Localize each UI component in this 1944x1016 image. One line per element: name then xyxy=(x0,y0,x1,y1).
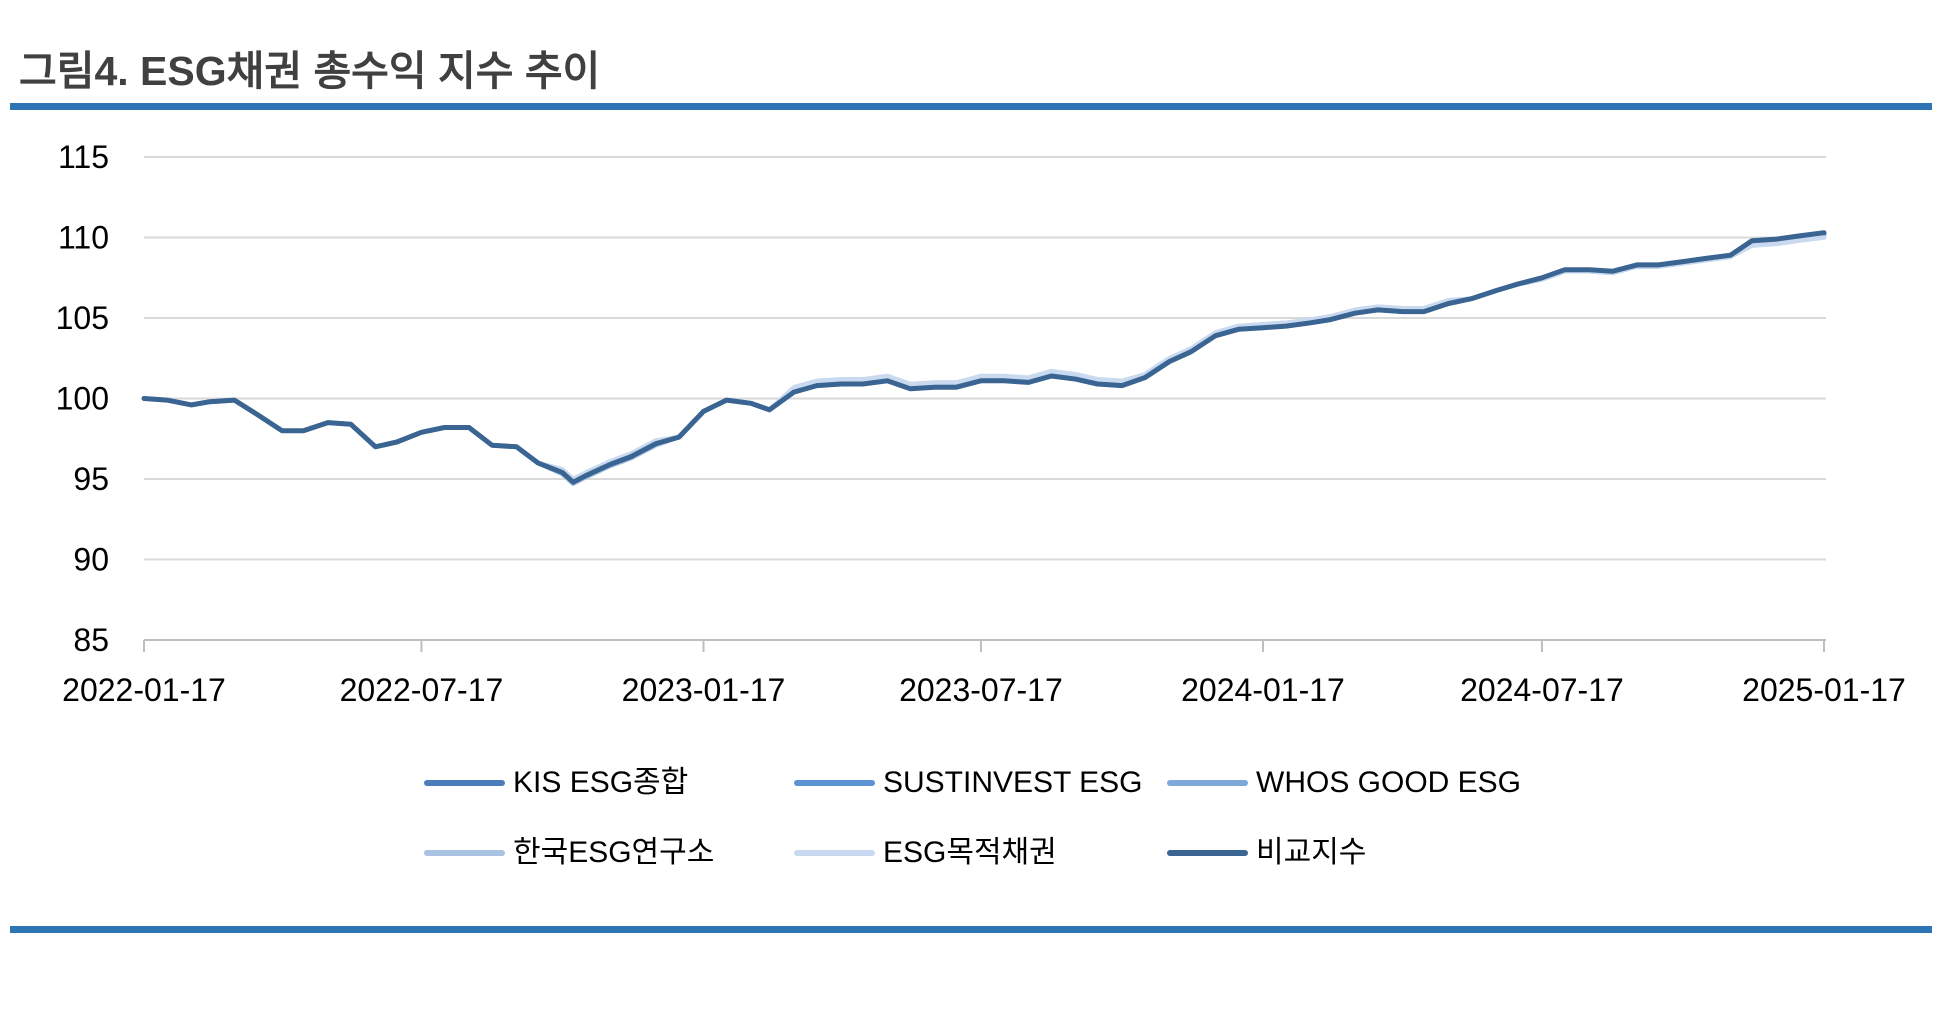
y-tick-label: 95 xyxy=(73,461,109,497)
x-tick-label: 2022-01-17 xyxy=(62,672,226,708)
legend-item-sustinvest-esg: SUSTINVEST ESG xyxy=(794,763,1143,803)
x-tick-label: 2024-07-17 xyxy=(1460,672,1624,708)
x-tick-label: 2022-07-17 xyxy=(340,672,504,708)
legend-label: KIS ESG종합 xyxy=(513,766,689,799)
x-tick-label: 2024-01-17 xyxy=(1181,672,1345,708)
legend-item-kis-esg: KIS ESG종합 xyxy=(424,763,688,803)
legend-swatch xyxy=(424,850,505,856)
legend-swatch xyxy=(794,850,875,856)
legend-item-whos-good-esg: WHOS GOOD ESG xyxy=(1167,763,1521,803)
y-tick-label: 100 xyxy=(56,381,109,417)
legend-swatch xyxy=(794,780,875,786)
footer-rule xyxy=(10,926,1932,933)
legend-swatch xyxy=(1167,850,1248,856)
legend-label: 비교지수 xyxy=(1256,836,1367,869)
x-tick-label: 2023-07-17 xyxy=(899,672,1063,708)
legend-label: WHOS GOOD ESG xyxy=(1256,766,1522,799)
y-axis: 115 110 105 100 95 90 85 xyxy=(56,139,109,658)
legend-label: 한국ESG연구소 xyxy=(513,836,715,869)
figure-title: 그림4. ESG채권 총수익 지수 추이 xyxy=(19,48,601,94)
legend-item-korea-esg-institute: 한국ESG연구소 xyxy=(424,833,714,873)
y-tick-label: 85 xyxy=(73,622,109,658)
legend-label: ESG목적채권 xyxy=(883,836,1057,869)
series-lines xyxy=(141,230,1827,487)
y-tick-label: 90 xyxy=(73,542,109,578)
x-tick-label: 2025-01-17 xyxy=(1742,672,1906,708)
y-tick-label: 110 xyxy=(58,220,109,256)
y-tick-label: 115 xyxy=(58,139,109,175)
legend-item-esg-purpose-bond: ESG목적채권 xyxy=(794,833,1057,873)
header-rule xyxy=(10,103,1932,110)
series-line-korea-esg-institute xyxy=(141,235,1827,487)
legend-item-benchmark-index: 비교지수 xyxy=(1167,833,1366,873)
legend-label: SUSTINVEST ESG xyxy=(883,766,1143,799)
legend-swatch xyxy=(1167,780,1248,786)
legend-swatch xyxy=(424,780,505,786)
x-axis: 2022-01-17 2022-07-17 2023-01-17 2023-07-17… xyxy=(62,639,1906,708)
x-tick-label: 2023-01-17 xyxy=(622,672,786,708)
line-chart: 2022-01-17 2022-07-17 2023-01-17 2023-07-17… xyxy=(56,139,1906,708)
series-line-benchmark-index xyxy=(141,230,1827,485)
gridlines xyxy=(144,156,1826,561)
y-tick-label: 105 xyxy=(56,300,109,336)
